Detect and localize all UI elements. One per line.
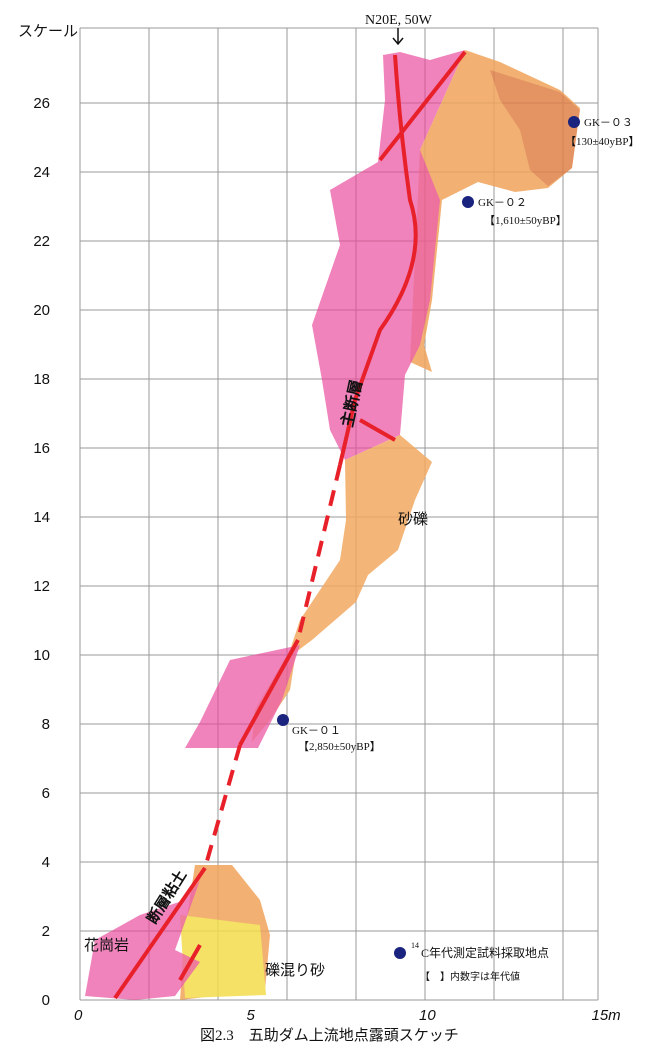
y-tick-label: 6 — [42, 785, 50, 802]
yellow-lower — [180, 915, 266, 998]
y-tick-label: 20 — [33, 302, 50, 319]
outcrop — [85, 50, 580, 1000]
fault-solid — [338, 54, 418, 466]
x-tick-label: 10 — [419, 1007, 436, 1024]
legend-note: 【 】内数字は年代値 — [420, 970, 520, 983]
y-tick-label: 24 — [33, 164, 50, 181]
fault-solid — [113, 866, 207, 1000]
y-tick-label: 16 — [33, 440, 50, 457]
x-tick-label: 5 — [247, 1007, 256, 1024]
fault — [113, 50, 467, 1000]
x-tick-label: 0 — [74, 1007, 83, 1024]
sample-points — [277, 116, 580, 959]
sample-dot — [568, 116, 580, 128]
brown-upper — [490, 70, 580, 186]
x-tick-label: 15m — [592, 1007, 621, 1024]
y-tick-label: 14 — [33, 509, 50, 526]
y-tick-label: 18 — [33, 371, 50, 388]
granite-label: 花崗岩 — [84, 937, 129, 954]
legend-point: C年代測定試料採取地点 — [421, 946, 549, 960]
y-tick-label: 4 — [42, 854, 50, 871]
gravel-label: 砂礫 — [398, 511, 428, 528]
pink-lower — [85, 880, 200, 1000]
sample-dot — [277, 714, 289, 726]
fault-branch — [178, 50, 467, 981]
y-tick-label: 8 — [42, 716, 50, 733]
north-arrow — [392, 28, 404, 46]
sample-id: GK－０３ — [584, 117, 633, 129]
sample-age: 【1,610±50yBP】 — [484, 214, 567, 227]
sample-dot — [462, 196, 474, 208]
sample-age: 【2,850±50yBP】 — [298, 740, 381, 753]
y-tick-label: 26 — [33, 95, 50, 112]
fault-dashed — [203, 744, 242, 869]
pink-upper — [312, 50, 465, 460]
legend-dot — [394, 947, 406, 959]
sample-id: GK－０１ — [292, 725, 341, 737]
orientation: N20E, 50W — [365, 13, 433, 28]
gravelly-sand-label: 礫混り砂 — [265, 962, 325, 979]
pink-middle — [185, 645, 300, 748]
y-tick-label: 22 — [33, 233, 50, 250]
legend-mass: 14 — [411, 941, 419, 950]
y-tick-label: 0 — [42, 992, 50, 1009]
y-tick-label: 10 — [33, 647, 50, 664]
y-tick-label: 12 — [33, 578, 50, 595]
y-tick-label: 2 — [42, 923, 50, 940]
fault-dashed — [296, 464, 342, 641]
fault-solid — [238, 639, 300, 746]
arrow — [392, 28, 404, 46]
caption: 図2.3 五助ダム上流地点露頭スケッチ — [200, 1027, 459, 1044]
sample-age: 【130±40yBP】 — [565, 135, 640, 148]
scale-label: スケール — [18, 23, 78, 40]
orange-middle — [252, 435, 432, 742]
sample-id: GK－０２ — [478, 197, 527, 209]
